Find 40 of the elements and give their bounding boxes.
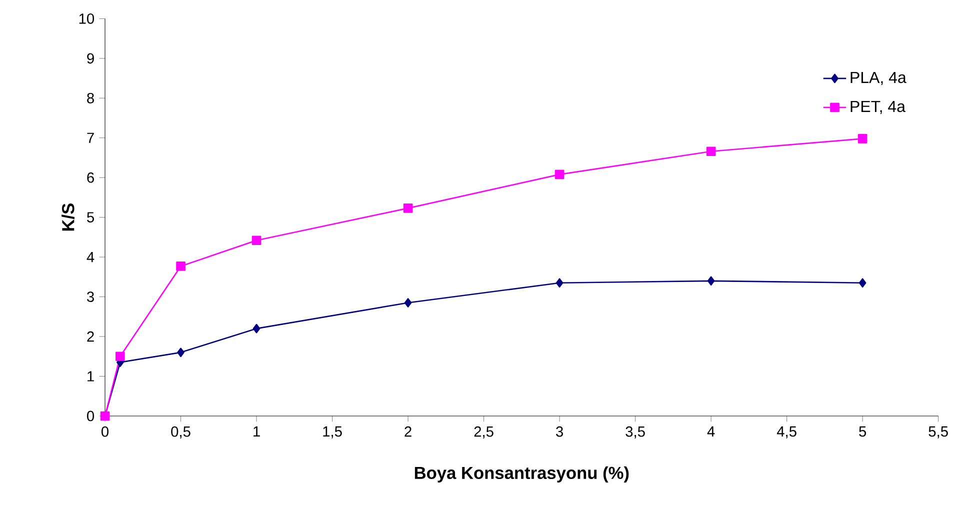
point <box>176 262 186 271</box>
point <box>252 236 262 246</box>
y-tick-label: 1 <box>88 371 94 382</box>
point <box>707 276 715 286</box>
y-tick-label: 0 <box>87 410 94 422</box>
x-tick-label: 4,5 <box>776 426 796 438</box>
x-axis-title: Boya Konsantrasyonu (%) <box>414 466 629 482</box>
y-axis-title: K/S <box>62 204 74 231</box>
x-tick-label: 2 <box>404 426 412 437</box>
x-tick-label: 1 <box>254 426 260 436</box>
point <box>858 278 866 288</box>
y-tick-label: 7 <box>87 132 94 143</box>
y-tick-label: 8 <box>87 92 94 104</box>
y-tick-label: 2 <box>87 331 94 342</box>
x-tick-label: 2,5 <box>474 426 494 439</box>
x-tick-label: 4 <box>707 426 715 436</box>
y-tick-label: 9 <box>87 53 94 64</box>
y-tick-label: 4 <box>86 252 94 262</box>
point <box>556 278 564 288</box>
y-tick-label: 3 <box>87 292 94 302</box>
x-tick-label: 5 <box>859 426 866 437</box>
point <box>706 146 716 156</box>
point <box>177 348 184 358</box>
x-tick-label: 0 <box>101 426 108 437</box>
point <box>252 324 260 334</box>
point <box>858 134 868 144</box>
point <box>403 204 413 213</box>
x-tick-label: 3 <box>556 426 563 437</box>
x-tick-label: 3,5 <box>626 426 645 439</box>
x-tick-label: 5,5 <box>928 426 948 438</box>
y-tick-label: 10 <box>79 13 94 24</box>
point <box>554 170 564 180</box>
point <box>404 298 412 308</box>
legend-label: PET, 4a <box>850 100 906 114</box>
point <box>115 352 125 362</box>
x-tick-label: 0,5 <box>171 426 190 439</box>
y-tick-label: 5 <box>87 212 94 222</box>
x-tick-label: 1,5 <box>323 426 342 438</box>
legend-label: PLA, 4a <box>850 72 906 85</box>
y-tick-label: 6 <box>87 172 94 183</box>
